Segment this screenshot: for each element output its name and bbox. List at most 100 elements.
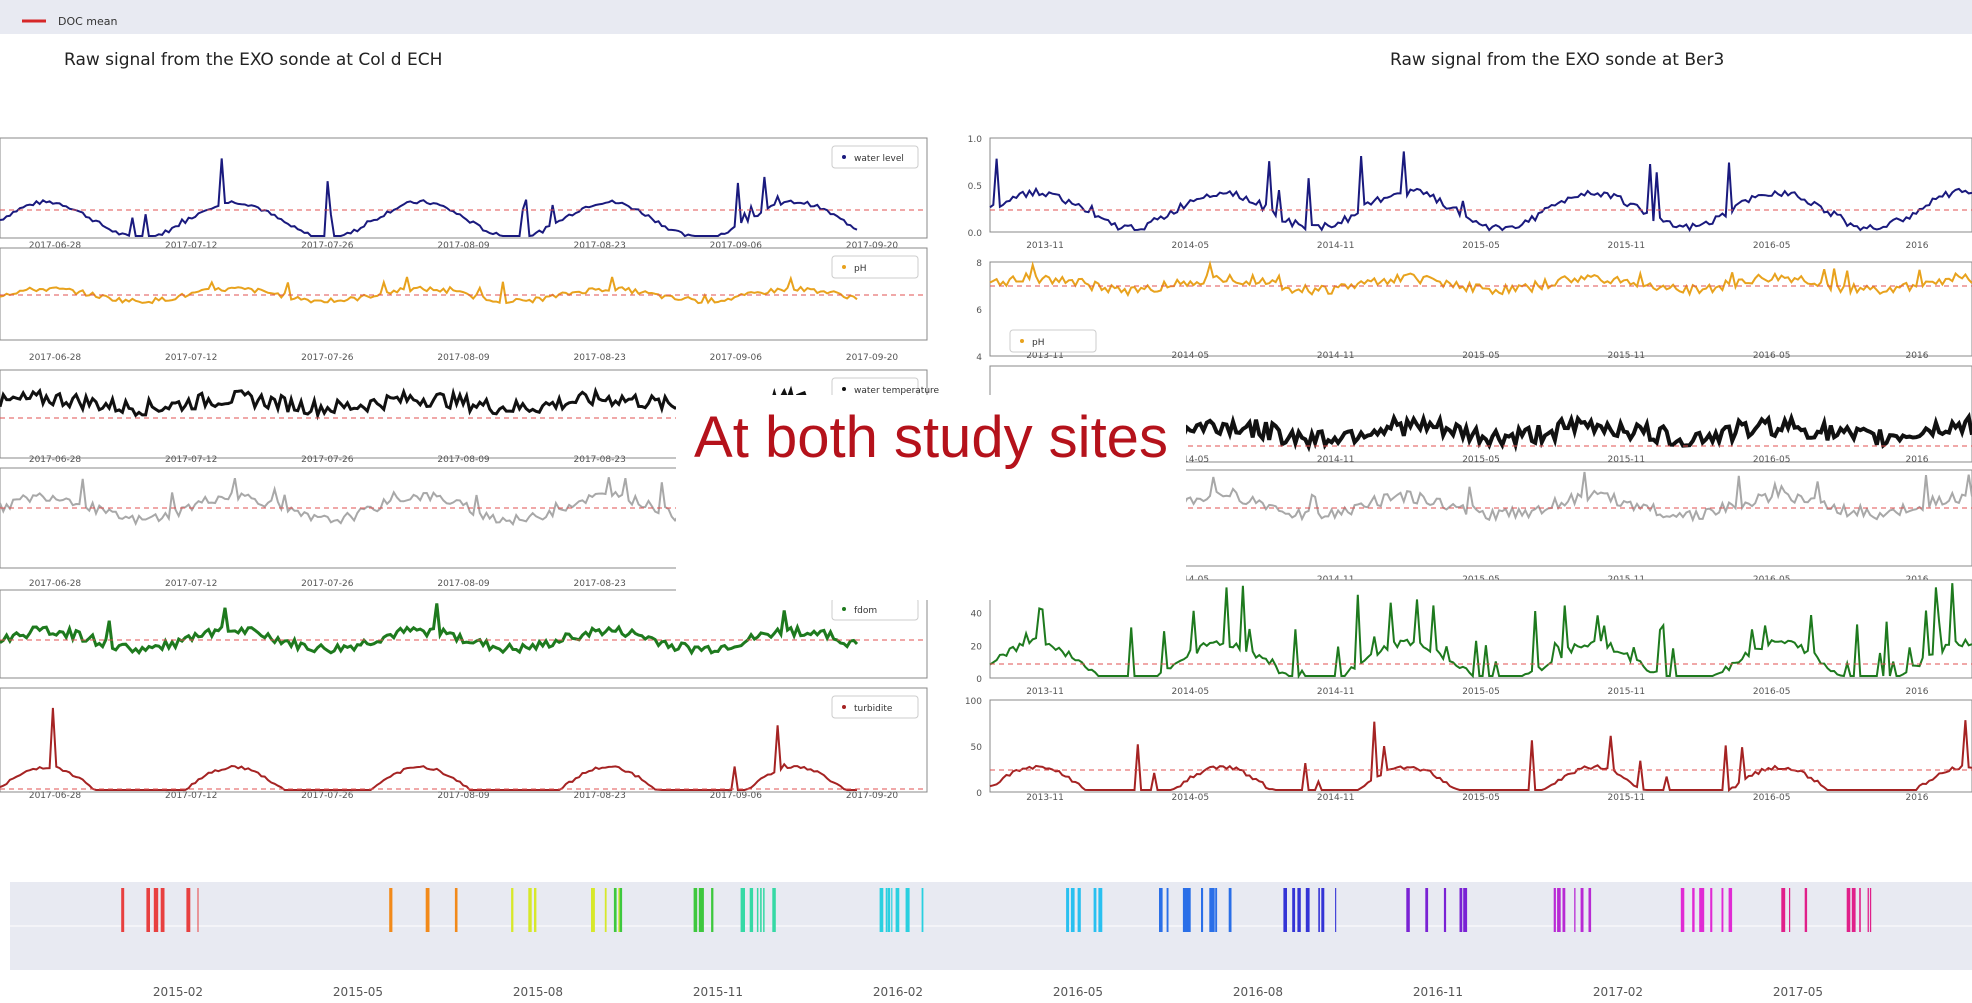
left-panel-5-legend-marker bbox=[842, 607, 846, 611]
event-bar bbox=[1292, 888, 1296, 932]
right-panel-6-tick-0: 2013-11 bbox=[1026, 793, 1064, 803]
event-bar bbox=[146, 888, 150, 932]
left-panel-2-tick-0: 2017-06-28 bbox=[29, 353, 82, 363]
right-panel-5-tick-5: 2016-05 bbox=[1753, 687, 1791, 697]
event-bar bbox=[1201, 888, 1204, 932]
left-panel-1-legend-marker bbox=[842, 155, 846, 159]
event-bar bbox=[1215, 888, 1218, 932]
event-bar bbox=[604, 888, 607, 932]
right-panel-1-tick-3: 2015-05 bbox=[1462, 241, 1500, 251]
right-panel-3-tick-5: 2016-05 bbox=[1753, 455, 1791, 465]
event-bar bbox=[1867, 888, 1869, 932]
right-panel-5-tick-3: 2015-05 bbox=[1462, 687, 1500, 697]
right-figure-title: Raw signal from the EXO sonde at Ber3 bbox=[1390, 50, 1725, 70]
event-bar bbox=[880, 888, 884, 932]
right-panel-2-ytick-2: 8 bbox=[976, 259, 982, 269]
left-panel-3-tick-2: 2017-07-26 bbox=[301, 455, 354, 465]
event-bar bbox=[711, 888, 714, 932]
left-panel-3-tick-0: 2017-06-28 bbox=[29, 455, 82, 465]
event-bar bbox=[1553, 888, 1556, 932]
overlay-box bbox=[676, 395, 1186, 600]
left-panel-6-tick-0: 2017-06-28 bbox=[29, 791, 82, 801]
event-bar bbox=[1781, 888, 1786, 932]
right-panel-2-tick-4: 2015-11 bbox=[1608, 351, 1646, 361]
left-panel-1-tick-0: 2017-06-28 bbox=[29, 241, 82, 251]
event-bar bbox=[511, 888, 514, 932]
right-panel-5-tick-2: 2014-11 bbox=[1317, 687, 1355, 697]
right-panel-5-tick-4: 2015-11 bbox=[1608, 687, 1646, 697]
event-bar bbox=[698, 888, 702, 932]
left-panel-3-legend-label: water temperature bbox=[854, 386, 940, 396]
top-legend-strip bbox=[0, 0, 1972, 34]
right-panel-2-ytick-0: 4 bbox=[976, 353, 982, 363]
event-bar bbox=[1700, 888, 1705, 932]
event-bar bbox=[1574, 888, 1576, 932]
event-bar bbox=[887, 888, 891, 932]
left-panel-2-tick-2: 2017-07-26 bbox=[301, 353, 354, 363]
event-bar bbox=[1851, 888, 1856, 932]
event-bar bbox=[1859, 888, 1861, 932]
right-panel-2-tick-1: 2014-05 bbox=[1172, 351, 1210, 361]
right-panel-3-tick-3: 2015-05 bbox=[1462, 455, 1500, 465]
event-bar bbox=[760, 888, 762, 932]
left-panel-2-tick-6: 2017-09-20 bbox=[846, 353, 899, 363]
event-bar bbox=[763, 888, 765, 932]
right-panel-3-tick-6: 2016 bbox=[1906, 455, 1929, 465]
left-panel-6-legend-label: turbidite bbox=[854, 704, 893, 714]
strip-tick-4: 2016-02 bbox=[873, 985, 923, 999]
event-bar bbox=[921, 888, 924, 932]
right-panel-2-tick-0: 2013-11 bbox=[1026, 351, 1064, 361]
right-panel-5-tick-6: 2016 bbox=[1906, 687, 1929, 697]
left-panel-4-tick-3: 2017-08-09 bbox=[437, 579, 490, 589]
right-panel-5-series bbox=[989, 583, 1972, 680]
left-panel-3-tick-3: 2017-08-09 bbox=[437, 455, 490, 465]
left-panel-6-legend-marker bbox=[842, 705, 846, 709]
event-bar bbox=[197, 888, 199, 932]
event-bar bbox=[154, 888, 159, 932]
right-panel-1-frame bbox=[989, 137, 1972, 233]
left-figure-title: Raw signal from the EXO sonde at Col d E… bbox=[64, 50, 443, 70]
strip-tick-3: 2015-11 bbox=[693, 985, 743, 999]
event-bar bbox=[1728, 888, 1733, 932]
event-bar bbox=[1710, 888, 1713, 932]
left-panel-1-tick-4: 2017-08-23 bbox=[574, 241, 626, 251]
right-panel-1-ytick-1: 0.5 bbox=[968, 182, 982, 192]
event-bar bbox=[1804, 888, 1808, 932]
left-panel-6-tick-5: 2017-09-06 bbox=[710, 791, 763, 801]
right-panel-3-tick-4: 2015-11 bbox=[1608, 455, 1646, 465]
event-bar bbox=[1066, 888, 1070, 932]
right-panel-5-tick-1: 2014-05 bbox=[1172, 687, 1210, 697]
event-bar bbox=[1680, 888, 1682, 932]
event-bar bbox=[1425, 888, 1429, 932]
event-bar bbox=[1297, 888, 1301, 932]
event-bar bbox=[1209, 888, 1213, 932]
event-bar bbox=[1443, 888, 1447, 932]
right-panel-6-series bbox=[989, 720, 1972, 792]
right-panel-6-tick-5: 2016-05 bbox=[1753, 793, 1791, 803]
right-panel-1-tick-6: 2016 bbox=[1906, 241, 1929, 251]
event-bar bbox=[1186, 888, 1191, 932]
right-panel-5-ytick-0: 0 bbox=[976, 675, 982, 685]
event-bar bbox=[528, 888, 532, 932]
right-panel-1-tick-1: 2014-05 bbox=[1172, 241, 1210, 251]
event-bar bbox=[756, 888, 759, 932]
event-bar bbox=[160, 888, 165, 932]
left-panel-4-tick-4: 2017-08-23 bbox=[574, 579, 626, 589]
right-panel-2-tick-2: 2014-11 bbox=[1317, 351, 1355, 361]
event-bar bbox=[891, 888, 893, 932]
left-panel-6-tick-3: 2017-08-09 bbox=[437, 791, 490, 801]
left-panel-1-tick-6: 2017-09-20 bbox=[846, 241, 899, 251]
right-panel-6-tick-1: 2014-05 bbox=[1172, 793, 1210, 803]
left-panel-2-tick-5: 2017-09-06 bbox=[710, 353, 763, 363]
overlay-text: At both study sites bbox=[694, 405, 1168, 470]
top-legend-label: DOC mean bbox=[58, 15, 118, 28]
left-panel-5-series bbox=[0, 603, 859, 656]
event-bar bbox=[1159, 888, 1163, 932]
right-panel-2-legend-label: pH bbox=[1032, 338, 1044, 348]
event-bar bbox=[1580, 888, 1584, 932]
event-bar bbox=[772, 888, 776, 932]
event-bar bbox=[885, 888, 888, 932]
right-panel-2-legend-box bbox=[1009, 329, 1097, 353]
left-panel-2-frame bbox=[0, 247, 928, 341]
event-bar bbox=[1557, 888, 1561, 932]
